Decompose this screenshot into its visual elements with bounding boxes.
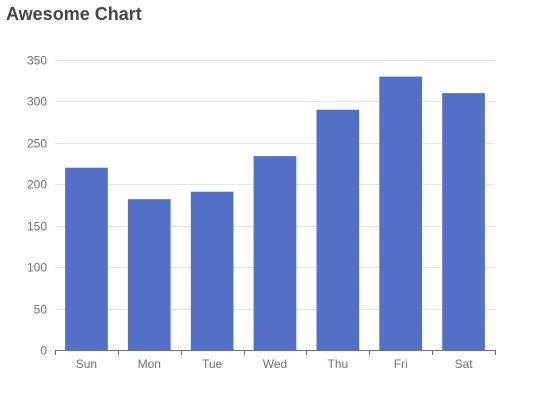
bar-wed[interactable]: [253, 156, 297, 350]
y-tick-label: 200: [27, 178, 47, 192]
x-tick-label: Thu: [328, 357, 349, 371]
y-tick-label: 350: [27, 54, 47, 68]
y-axis-labels: 0 50 100 150 200 250 300 350: [27, 54, 47, 358]
bar-sun[interactable]: [65, 167, 108, 350]
bar-fri[interactable]: [379, 76, 422, 350]
chart-title: Awesome Chart: [6, 4, 142, 24]
x-axis-labels: Sun Mon Tue Wed Thu Fri Sat: [76, 357, 474, 371]
x-tick-label: Fri: [394, 357, 408, 371]
x-tick-label: Wed: [263, 357, 287, 371]
bar-tue[interactable]: [190, 191, 234, 350]
y-tick-label: 0: [40, 344, 47, 358]
y-tick-label: 300: [27, 95, 47, 109]
y-tick-label: 150: [27, 220, 47, 234]
bar-thu[interactable]: [316, 109, 360, 350]
x-tick-label: Mon: [138, 357, 161, 371]
x-axis: [55, 350, 496, 355]
x-tick-label: Sun: [76, 357, 97, 371]
bar-mon[interactable]: [127, 199, 171, 350]
y-tick-label: 100: [27, 261, 47, 275]
y-tick-label: 250: [27, 137, 47, 151]
x-tick-label: Sat: [455, 357, 474, 371]
bars: [65, 76, 485, 350]
x-tick-label: Tue: [202, 357, 223, 371]
y-tick-label: 50: [34, 303, 48, 317]
bar-sat[interactable]: [442, 93, 485, 350]
